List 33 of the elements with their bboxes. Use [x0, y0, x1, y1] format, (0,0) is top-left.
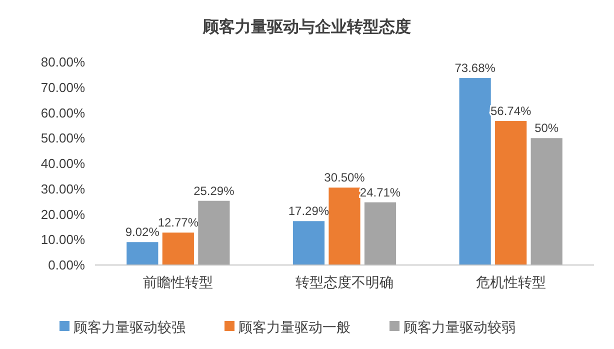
y-tick-label: 50.00% — [40, 130, 86, 146]
legend-label: 顾客力量驱动较弱 — [404, 318, 516, 335]
bar — [364, 202, 396, 265]
y-tick-label: 30.00% — [40, 181, 86, 196]
bar — [162, 232, 194, 265]
data-label: 25.29% — [194, 184, 235, 198]
x-tick-label: 危机性转型 — [476, 274, 546, 290]
y-tick-label: 0.00% — [48, 258, 86, 273]
y-tick-label: 80.00% — [40, 54, 86, 70]
chart-title: 顾客力量驱动与企业转型态度 — [202, 17, 411, 36]
x-tick-label: 前瞻性转型 — [143, 274, 214, 290]
y-tick-label: 10.00% — [40, 232, 86, 248]
legend-label: 顾客力量驱动较强 — [74, 318, 186, 335]
bar — [328, 188, 360, 265]
data-label: 24.71% — [360, 185, 401, 200]
data-label: 73.68% — [454, 61, 496, 76]
bar — [126, 242, 158, 265]
bar — [495, 121, 527, 265]
bar — [198, 200, 230, 265]
data-label: 30.50% — [324, 170, 366, 185]
data-label: 9.02% — [125, 225, 160, 240]
y-tick-label: 20.00% — [40, 206, 86, 222]
bar — [292, 221, 325, 265]
y-tick-label: 60.00% — [40, 105, 86, 120]
data-label: 12.77% — [158, 216, 199, 230]
y-tick-label: 70.00% — [40, 80, 86, 95]
x-tick-label: 转型态度不明确 — [296, 274, 394, 290]
bar — [459, 78, 491, 265]
legend-label: 顾客力量驱动一般 — [238, 318, 350, 335]
y-tick-label: 40.00% — [40, 156, 86, 172]
data-label: 56.74% — [490, 104, 532, 118]
bar — [530, 138, 562, 265]
data-label: 50% — [534, 121, 559, 136]
